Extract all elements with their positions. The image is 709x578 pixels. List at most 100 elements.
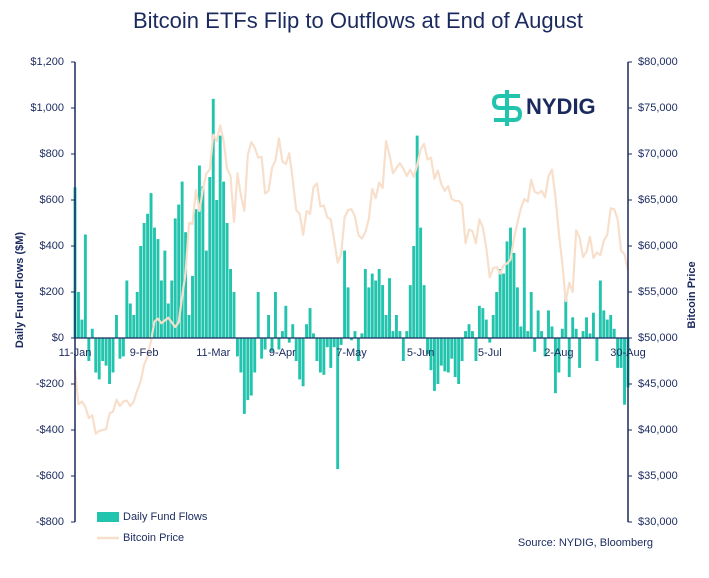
bar xyxy=(446,338,450,373)
bar xyxy=(77,292,80,338)
bar xyxy=(267,315,271,338)
bar xyxy=(194,209,198,338)
bar xyxy=(419,227,423,338)
y-tick-label: $1,200 xyxy=(30,56,64,68)
bar xyxy=(450,338,454,359)
bar xyxy=(260,338,264,359)
bar xyxy=(550,326,554,338)
bar xyxy=(211,98,215,338)
y-tick-label: -$200 xyxy=(36,378,64,390)
bar xyxy=(256,292,260,338)
bar xyxy=(598,280,602,338)
logo-text: NYDIG xyxy=(526,94,596,119)
bar xyxy=(609,315,613,338)
x-tick-label: 9-Apr xyxy=(269,347,296,359)
bar xyxy=(263,338,267,350)
bar xyxy=(540,331,544,338)
bar xyxy=(595,338,599,361)
bar xyxy=(308,308,312,338)
bar xyxy=(235,338,239,357)
bar xyxy=(180,181,184,338)
bar xyxy=(436,338,440,384)
bar xyxy=(149,193,153,338)
bar xyxy=(553,338,557,394)
bar xyxy=(536,310,540,338)
bar xyxy=(274,292,277,338)
bar xyxy=(422,285,426,338)
bar xyxy=(298,338,302,380)
legend-label: Daily Fund Flows xyxy=(123,511,208,523)
bar xyxy=(111,338,115,373)
bar xyxy=(121,338,125,357)
bar xyxy=(464,331,468,338)
bar xyxy=(543,338,547,357)
x-tick-label: 9-Feb xyxy=(130,347,159,359)
y2-tick-label: $35,000 xyxy=(638,470,678,482)
y2-tick-label: $55,000 xyxy=(638,286,678,298)
bar xyxy=(377,269,381,338)
bar xyxy=(578,338,582,368)
bar xyxy=(322,338,326,375)
bar xyxy=(315,338,319,361)
x-tick-label: 5-Jul xyxy=(478,347,502,359)
x-tick-label: 11-Jan xyxy=(59,347,92,359)
bar xyxy=(163,250,167,338)
bar xyxy=(443,338,447,372)
bar xyxy=(287,338,291,343)
bar xyxy=(467,324,471,338)
bar xyxy=(591,312,595,338)
y2-tick-label: $50,000 xyxy=(638,332,678,344)
bar xyxy=(491,315,495,338)
bar xyxy=(439,338,443,366)
bar xyxy=(80,319,84,338)
bar xyxy=(453,338,457,378)
bar xyxy=(291,324,295,338)
bar xyxy=(118,338,122,359)
bar xyxy=(602,310,606,338)
bar xyxy=(384,315,388,338)
bar xyxy=(353,331,357,338)
x-tick-label: 2-Aug xyxy=(544,347,573,359)
legend-swatch xyxy=(97,512,119,522)
bar xyxy=(356,338,360,361)
bar xyxy=(471,331,474,338)
bar xyxy=(588,333,592,338)
bar xyxy=(408,285,412,338)
bar xyxy=(515,287,519,338)
bar xyxy=(280,331,284,338)
y-tick-label: -$800 xyxy=(36,516,64,528)
bar xyxy=(184,232,188,338)
bar xyxy=(460,338,464,361)
bar xyxy=(557,338,561,373)
bar xyxy=(239,338,243,373)
bar xyxy=(388,278,391,338)
y2-tick-label: $45,000 xyxy=(638,378,678,390)
bar xyxy=(612,328,616,338)
bar xyxy=(350,338,353,341)
y-tick-label: $600 xyxy=(40,194,64,206)
x-tick-label: 7-May xyxy=(336,347,367,359)
bar xyxy=(401,338,405,361)
bar xyxy=(232,292,236,338)
y-tick-label: $200 xyxy=(40,286,64,298)
bar xyxy=(502,273,506,338)
bar xyxy=(623,338,626,405)
bar xyxy=(94,338,98,373)
bar xyxy=(146,213,150,338)
bar xyxy=(125,280,129,338)
bar xyxy=(242,338,246,414)
y2-tick-label: $70,000 xyxy=(638,148,678,160)
bar xyxy=(432,338,436,391)
bar xyxy=(249,338,253,396)
bar xyxy=(215,200,219,338)
bar xyxy=(305,324,309,338)
bar xyxy=(197,165,201,338)
bar xyxy=(533,338,537,352)
bar xyxy=(616,338,620,368)
bar xyxy=(505,241,509,338)
bar xyxy=(381,285,385,338)
bar xyxy=(132,315,136,338)
bar xyxy=(398,331,402,338)
y2-tick-label: $80,000 xyxy=(638,56,678,68)
